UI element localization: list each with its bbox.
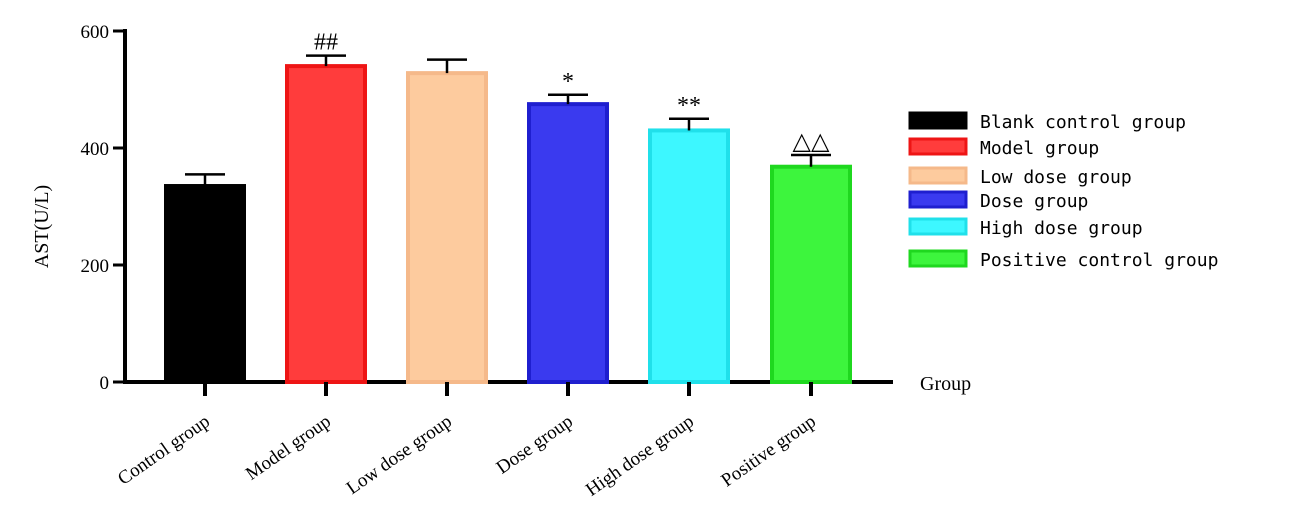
legend-entry-6: Positive control group <box>980 250 1218 271</box>
y-tick-label: 400 <box>81 139 110 160</box>
bar-6 <box>770 164 852 384</box>
legend-entry-1: Blank control group <box>980 112 1186 133</box>
y-tick-label: 0 <box>100 373 110 394</box>
significance-label: ## <box>314 30 338 56</box>
bar-5 <box>648 128 730 384</box>
significance-label: ** <box>677 93 701 119</box>
bar-4 <box>527 102 609 384</box>
legend-entry-3: Low dose group <box>980 167 1132 188</box>
legend-swatch-5 <box>908 217 968 236</box>
legend-entry-4: Dose group <box>980 191 1088 212</box>
legend-entry-5: High dose group <box>980 218 1143 239</box>
legend-swatch-6 <box>908 249 968 268</box>
x-tick-label: Control group <box>114 411 214 490</box>
legend-entry-2: Model group <box>980 138 1099 159</box>
significance-label: △△ <box>793 129 830 155</box>
x-tick-label: Positive group <box>717 411 819 491</box>
y-tick-label: 600 <box>81 22 110 43</box>
y-axis-title: AST(U/L) <box>31 185 53 268</box>
x-tick-label: Dose group <box>493 411 577 479</box>
x-tick-label: High dose group <box>582 411 698 501</box>
legend-swatch-4 <box>908 190 968 209</box>
legend-swatch-1 <box>908 111 968 130</box>
bar-3 <box>406 71 488 385</box>
significance-label: * <box>562 69 574 95</box>
x-tick-label: Model group <box>242 411 335 485</box>
bar-2 <box>285 64 367 384</box>
x-tick-label: Low dose group <box>343 411 456 499</box>
bar-1 <box>164 184 246 384</box>
legend-swatch-3 <box>908 166 968 185</box>
x-axis-title: Group <box>920 373 971 395</box>
legend-swatch-2 <box>908 137 968 156</box>
y-tick-label: 200 <box>81 256 110 277</box>
